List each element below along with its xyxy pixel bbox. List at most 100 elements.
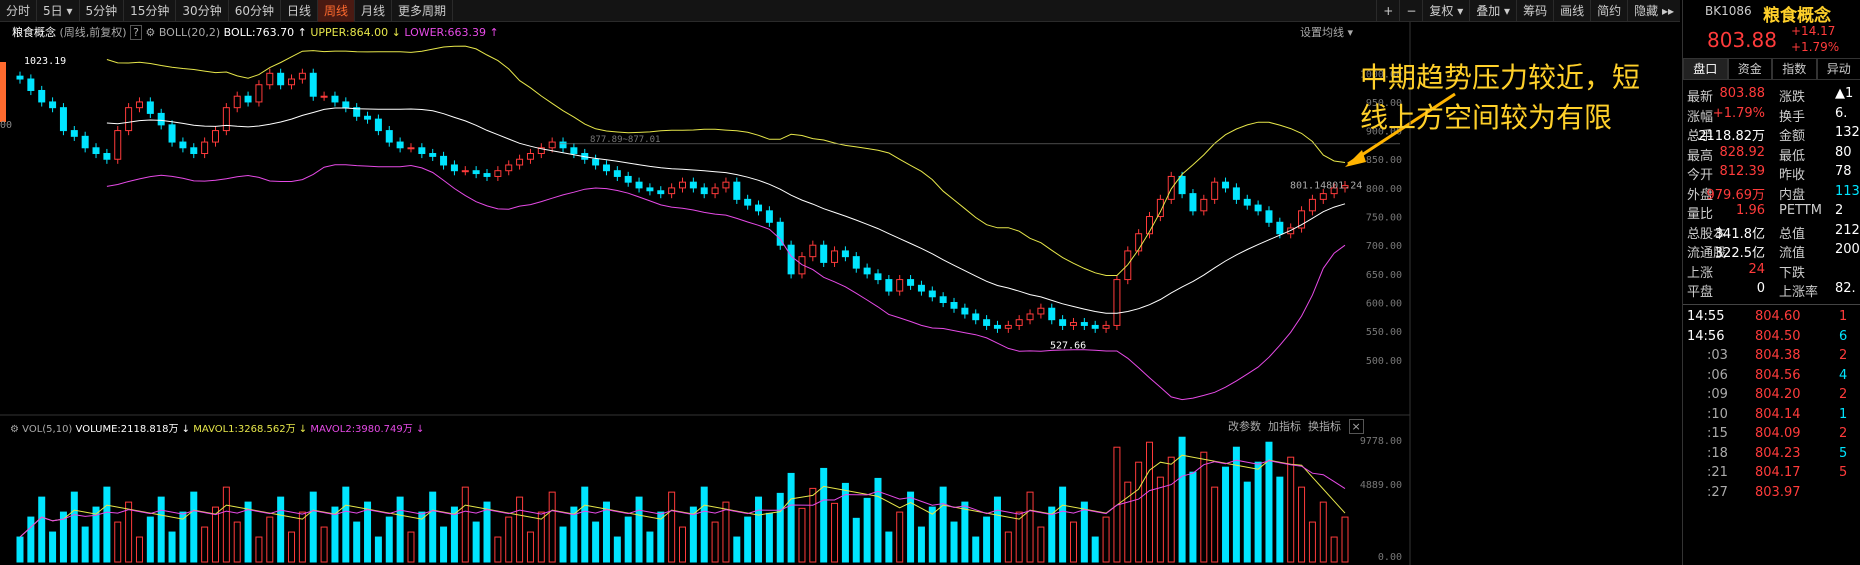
tick-time: 14:55 [1687, 309, 1725, 324]
toolbar-btn-2[interactable]: 复权 ▾ [1422, 0, 1469, 22]
candle-body [233, 95, 241, 109]
volume-bar [961, 501, 969, 563]
volume-bar [1146, 441, 1154, 563]
volume-bar [939, 486, 947, 563]
tick-row: 14:55 804.60 1 [1683, 307, 1860, 328]
quote-panel: BK1086 粮食概念 803.88 +14.17 +1.79% 盘口 资金 指… [1682, 0, 1860, 565]
period-4[interactable]: 30分钟 [176, 0, 229, 22]
period-9[interactable]: 更多周期 [392, 0, 454, 22]
tab-index[interactable]: 指数 [1772, 58, 1817, 80]
vol-settings-icon[interactable]: ⚙ [10, 424, 23, 435]
period-6[interactable]: 日线 [281, 0, 318, 22]
period-7[interactable]: 周线 [318, 0, 356, 22]
period-8[interactable]: 月线 [355, 0, 393, 22]
legend-upper: UPPER:864.00 ↓ [310, 26, 401, 39]
toolbar-btn-1[interactable]: − [1399, 0, 1422, 22]
price-tick: 500.00 [1366, 356, 1402, 367]
candle-body [244, 95, 252, 103]
candle-body [266, 72, 274, 86]
candle-body [255, 84, 263, 103]
volume-bar [874, 477, 882, 563]
help-icon[interactable]: ? [130, 25, 142, 40]
candle-body [624, 175, 632, 183]
candle-body [852, 256, 860, 269]
vol-links: 改参数 加指标 换指标 × [1228, 418, 1364, 434]
price-tick: 550.00 [1366, 327, 1402, 338]
toolbar-btn-4[interactable]: 筹码 [1516, 0, 1553, 22]
tab-funds[interactable]: 资金 [1727, 58, 1772, 80]
candle-body [125, 107, 133, 132]
volume-bar [418, 511, 426, 563]
volume-bar [516, 496, 524, 563]
quote-value: 828.92 [1719, 144, 1766, 160]
quote-value: 979.69万 [1706, 187, 1766, 203]
tick-vol: 1 [1839, 309, 1848, 324]
candle-body [668, 187, 676, 195]
candle-body [548, 141, 556, 149]
toolbar-btn-0[interactable]: + [1376, 0, 1399, 22]
quote-label-2: 上涨率 [1779, 285, 1819, 300]
candles-group [16, 68, 1349, 333]
legend-boll-val: BOLL:763.70 ↑ [223, 26, 307, 39]
tick-time: :27 [1707, 484, 1728, 500]
toolbar-btn-5[interactable]: 画线 [1553, 0, 1590, 22]
kline-chart[interactable]: 1000.00 950.00 900.00 850.00 800.00 750.00 700… [0, 22, 1680, 565]
tick-price: 804.14 [1755, 406, 1801, 422]
chart-area[interactable]: 1000.00 950.00 900.00 850.00 800.00 750.00 700… [0, 22, 1680, 565]
volume-bar [1287, 456, 1295, 563]
volume-bar [1319, 501, 1327, 563]
volume-bar [244, 501, 252, 563]
candle-body [635, 181, 643, 189]
period-0[interactable]: 分时 [0, 0, 38, 22]
volume-bar [733, 536, 741, 563]
period-2[interactable]: 5分钟 [80, 0, 125, 22]
quote-row: 今开 812.39 昨收 78 [1683, 162, 1860, 183]
candle-body [483, 173, 491, 177]
volume-bar [787, 472, 795, 563]
toolbar-btn-6[interactable]: 简约 [1590, 0, 1627, 22]
candle-body [972, 313, 980, 321]
volume-bar [374, 536, 382, 563]
candle-body [418, 147, 426, 155]
candle-body [298, 72, 306, 80]
period-5[interactable]: 60分钟 [229, 0, 281, 22]
volume-bar [472, 521, 480, 563]
add-indicator-link[interactable]: 加指标 [1268, 420, 1301, 433]
close-icon[interactable]: × [1348, 419, 1364, 434]
set-ma-button[interactable]: 设置均线 ▾ [1300, 26, 1354, 39]
volume-bar [885, 531, 893, 563]
quote-value: 341.8亿 [1714, 226, 1765, 242]
candle-body [787, 244, 795, 275]
quote-value-2: 200 [1835, 242, 1860, 257]
toolbar-btn-7[interactable]: 隐藏 ▸▸ [1627, 0, 1680, 22]
tab-handicap[interactable]: 盘口 [1683, 58, 1728, 80]
candle-body [570, 147, 578, 155]
quote-value-2: 80 [1835, 144, 1852, 160]
price-tick: 1000.00 [1360, 69, 1402, 80]
quote-separator [1683, 304, 1860, 305]
period-3[interactable]: 15分钟 [124, 0, 177, 22]
volume-bar [450, 506, 458, 563]
quote-row: 最高 828.92 最低 80 [1683, 143, 1860, 164]
volume-bar [266, 516, 274, 563]
candle-body [1319, 193, 1327, 200]
toolbar-btn-3[interactable]: 叠加 ▾ [1469, 0, 1516, 22]
candle-body [374, 118, 382, 132]
candle-body [711, 187, 719, 195]
tick-vol: 1 [1839, 406, 1848, 422]
change-param-link[interactable]: 改参数 [1228, 420, 1261, 433]
candle-body [320, 95, 328, 98]
settings-icon[interactable]: ⚙ [145, 26, 156, 39]
quote-value-2: 6. [1835, 105, 1848, 121]
volume-bar [711, 521, 719, 563]
volume-bar [1222, 466, 1230, 563]
volume-bar [277, 496, 285, 563]
volume-bar [700, 486, 708, 563]
candle-body [1102, 324, 1110, 329]
quote-row: 上涨 24 下跌 [1683, 260, 1860, 281]
quote-value: 803.88 [1719, 86, 1766, 101]
switch-indicator-link[interactable]: 换指标 [1308, 420, 1341, 433]
volume-group [16, 436, 1349, 563]
period-1[interactable]: 5日 ▾ [37, 0, 80, 22]
tab-abnormal[interactable]: 异动 [1816, 58, 1860, 80]
